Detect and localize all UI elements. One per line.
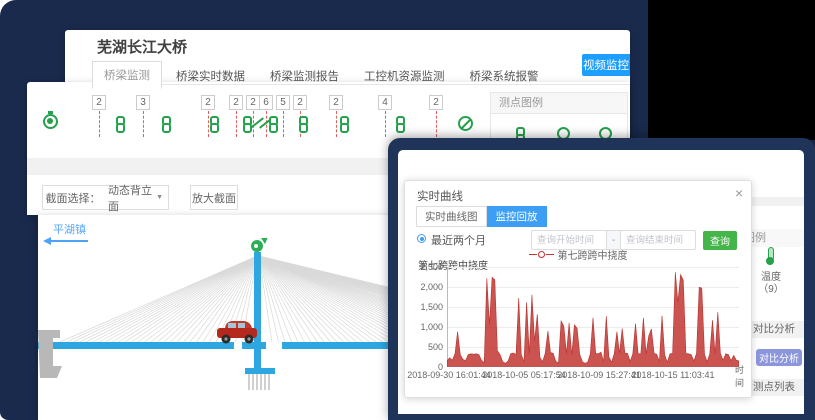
bank-side-label: 平湖镇 (53, 224, 86, 236)
y-tick-label: 1,500 (420, 302, 443, 312)
bridge-tower (254, 252, 261, 370)
tower-top-sensor-icon[interactable] (251, 238, 268, 252)
section-select-value: 动态背立面 (108, 184, 152, 213)
main-tab-5[interactable]: 桥梁系统报警 (469, 71, 539, 83)
legend-panel-title: 测点图例 (491, 93, 627, 114)
sensor-marker-dashline (336, 111, 337, 137)
query-start-time-input[interactable] (531, 230, 607, 250)
compare-section-header: 对比分析 (742, 321, 804, 338)
sensor-count-badge: 2 (229, 95, 243, 110)
y-tick-label: 2,500 (420, 262, 443, 272)
sensor-count-badge: 2 (92, 95, 106, 110)
legend-label: 第七跨跨中挠度 (557, 251, 628, 262)
sensor-chain-icon[interactable] (209, 116, 220, 133)
sensor-marker-dashline (283, 111, 284, 137)
sensor-timer-icon[interactable] (43, 111, 58, 129)
sensor-chain-icon[interactable] (115, 116, 126, 133)
dialog-tab-bar: 实时曲线图 监控回放 (416, 206, 547, 227)
chart-title: 第七跨跨中挠度 (418, 261, 488, 272)
dialog-title: 实时曲线 (417, 191, 463, 203)
sensor-marker-dashline (436, 111, 437, 137)
sensor-chain-icon[interactable] (339, 116, 350, 133)
compare-analysis-button[interactable]: 对比分析 (756, 349, 802, 366)
close-icon[interactable]: × (735, 185, 744, 201)
sensor-count-badge: 2 (329, 95, 343, 110)
section-select-dropdown[interactable]: 动态背立面 ▼ (103, 185, 169, 213)
sensor-chain-icon[interactable] (395, 116, 406, 133)
temperature-label: 温度 (761, 272, 781, 283)
y-tick-label: 1,000 (420, 322, 443, 332)
main-tab-2[interactable]: 桥梁实时数据 (176, 71, 245, 83)
sensor-chain-icon[interactable] (268, 116, 279, 133)
sensor-marker-dashline (208, 111, 209, 137)
sensor-count-badge: 6 (259, 95, 273, 110)
main-tab-1[interactable]: 桥梁监测 (92, 61, 162, 89)
dialog-tab-2[interactable]: 监控回放 (486, 206, 547, 227)
legend-marker-line (545, 254, 554, 255)
main-tab-4[interactable]: 工控机资源监测 (364, 71, 445, 83)
sensor-marker-dashline (99, 111, 100, 137)
video-monitor-button[interactable]: 视频监控 (582, 54, 630, 76)
radio-label: 最近两个月 (431, 235, 486, 247)
sensor-count-badge: 4 (378, 95, 392, 110)
bridge-pier-cap (245, 368, 275, 374)
car (217, 321, 257, 344)
y-tick-label: 0 (437, 362, 443, 372)
legend-marker-circle (537, 251, 545, 258)
sensor-count-badge: 5 (276, 95, 290, 110)
x-tick-label: 2018-10-09 15:27:41 (557, 370, 641, 380)
temperature-count: （9） (758, 284, 784, 295)
x-tick-label: 2018-10-05 05:17:54 (482, 370, 566, 380)
side-panel-divider (742, 197, 804, 206)
x-axis-name: 时间 (735, 365, 745, 388)
chevron-down-icon: ▼ (156, 194, 163, 201)
last-two-months-radio[interactable] (417, 234, 426, 243)
sensor-marker-dashline (236, 111, 237, 137)
main-tab-3[interactable]: 桥梁监测报告 (270, 71, 339, 83)
chart-legend[interactable]: 第七跨跨中挠度 (405, 247, 751, 262)
background-black-region (648, 0, 815, 140)
sensor-marker-dashline (143, 111, 144, 137)
bridge-piles (248, 374, 270, 390)
sensor-ban-icon[interactable] (458, 116, 473, 131)
bridge-abutment (38, 330, 62, 378)
thermometer-icon[interactable] (764, 247, 776, 265)
sensor-count-badge: 2 (201, 95, 215, 110)
left-arrow-icon (43, 237, 88, 245)
legend-marker-line (528, 254, 537, 255)
deflection-chart[interactable] (447, 267, 739, 367)
sensor-marker-dashline (266, 111, 267, 137)
y-tick-label: 2,000 (420, 282, 443, 292)
page-title: 芜湖长江大桥 (97, 39, 188, 56)
section-select-label: 截面选择： (42, 185, 104, 210)
query-button[interactable]: 查询 (703, 231, 737, 250)
tabs-divider (92, 84, 630, 85)
point-list-section-header: 测点列表 (742, 379, 804, 396)
x-tick-label: 2018-09-30 16:01:44 (407, 370, 491, 380)
dialog-tab-1[interactable]: 实时曲线图 (416, 206, 487, 227)
query-end-time-input[interactable] (620, 230, 696, 250)
bridge-deck-left (38, 342, 234, 349)
x-tick-label: 2018-10-15 11:03:41 (631, 370, 715, 380)
sensor-marker-dashline (385, 111, 386, 137)
sensor-count-badge: 3 (136, 95, 150, 110)
sensor-chain-icon[interactable] (161, 116, 172, 133)
sensor-count-badge: 2 (246, 95, 260, 110)
sensor-count-badge: 2 (293, 95, 307, 110)
sensor-chain-icon[interactable] (298, 116, 309, 133)
main-tab-bar: 桥梁监测 桥梁实时数据 桥梁监测报告 工控机资源监测 桥梁系统报警 (92, 61, 553, 89)
y-tick-label: 500 (427, 342, 443, 352)
enlarge-section-button[interactable]: 放大截面 (190, 185, 238, 210)
sensor-count-badge: 2 (429, 95, 443, 110)
